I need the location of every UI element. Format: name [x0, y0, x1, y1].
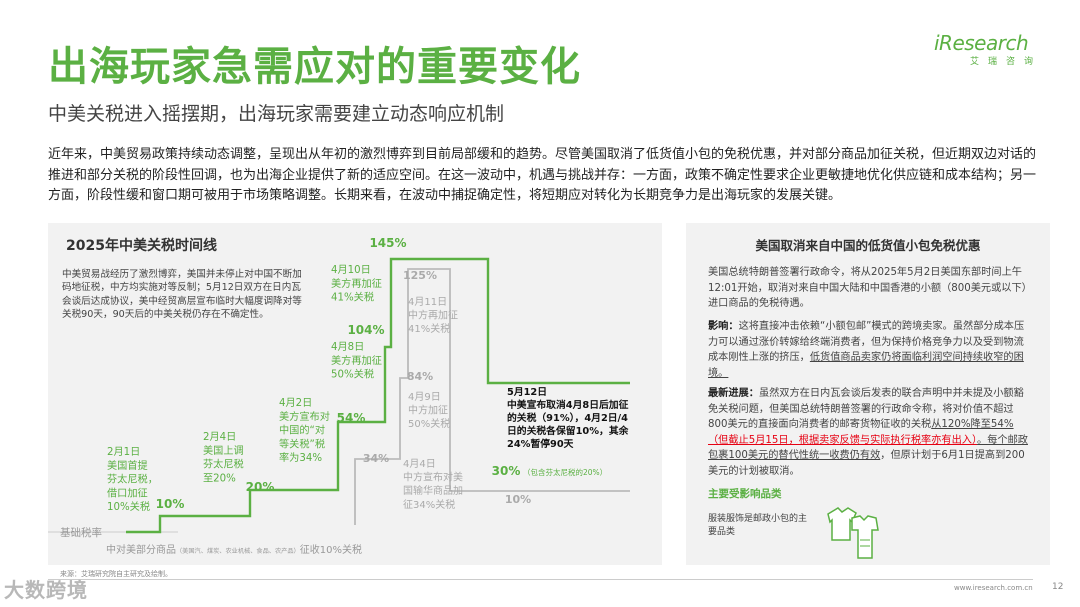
timeline-title: 2025年中美关税时间线 [66, 238, 217, 254]
impact-underline: 低货值商品卖家仍将面临利润空间持续收窄的困境。 [708, 352, 1024, 379]
baseline-label: 基础税率 [60, 526, 102, 539]
china-value-label: 10% [505, 493, 531, 506]
us-event-note: 4月2日美方宣布对中国的“对等关税”税率为34% [279, 397, 330, 464]
footer-url[interactable]: www.iresearch.com.cn [954, 584, 1033, 592]
timeline-panel: 2025年中美关税时间线 中美贸易战经历了激烈博弈，美国并未停止对中国不断加码地… [48, 223, 662, 565]
de-minimis-title: 美国取消来自中国的低货值小包免税优惠 [755, 238, 981, 253]
page-number: 12 [1052, 582, 1064, 592]
timeline-description: 中美贸易战经历了激烈博弈，美国并未停止对中国不断加码地征税，中方均实施对等反制；… [62, 269, 302, 320]
us-event-note: （包含芬太尼税的20%） [523, 467, 607, 477]
us-value-label: 20% [246, 480, 275, 494]
logo-brand: iResearch [934, 31, 1029, 55]
iresearch-logo: iResearch 艾瑞咨询 [934, 31, 1054, 67]
impact-label: 影响： [708, 321, 739, 332]
progress-label: 最新进展： [708, 388, 759, 399]
footer-divider [48, 579, 1033, 580]
category-label: 主要受影响品类 [708, 488, 782, 500]
china-value-label: 84% [407, 370, 433, 383]
china-event-note: 4月11日中方再加征 41%关税 [408, 296, 458, 335]
us-tariff-step-line [126, 257, 630, 534]
de-minimis-order-text: 美国总统特朗普签署行政命令，将从2025年5月2日美国东部时间上午12:01开始… [708, 267, 1027, 309]
category-description: 服装服饰是邮政小包的主要品类 [708, 514, 808, 537]
page-subtitle: 中美关税进入摇摆期，出海玩家需要建立动态响应机制 [48, 103, 505, 125]
impact-text: 影响：这将直接冲击依赖“小额包邮”模式的跨境卖家。虽然部分成本压力可以通过涨价转… [708, 319, 1030, 381]
us-event-note: 2月4日美国上调芬太尼税至20% [203, 431, 244, 484]
us-event-note: 2月1日美国首提芬太尼税，借口加征 10%关税 [107, 446, 158, 513]
progress-text: 最新进展：虽然双方在日内瓦会谈后发表的联合声明中并未提及小额豁免关税问题，但美国… [708, 386, 1030, 479]
progress-red-note: （但截止5月15日，根据卖家反馈与实际执行税率亦有出入） [708, 434, 978, 446]
source-note: 来源：艾瑞研究院自主研究及绘制。 [60, 570, 172, 578]
progress-body: 虽然双方在日内瓦会谈后发表的联合声明中并未提及小额豁免关税问题，但美国总统特朗普… [708, 388, 1024, 430]
watermark: 大数跨境 [4, 578, 88, 602]
de-minimis-panel: 美国取消来自中国的低货值小包免税优惠 美国总统特朗普签署行政命令，将从2025年… [686, 223, 1050, 565]
us-event-note: 4月8日美方再加征 50%关税 [331, 341, 382, 381]
china-event-note: 4月4日中方宣布对美国输华商品加征34%关税 [403, 458, 463, 511]
us-value-label: 54% [337, 411, 366, 425]
china-value-label: 34% [363, 452, 389, 465]
impact-body: 这将直接冲击依赖“小额包邮”模式的跨境卖家。虽然部分成本压力可以通过涨价转嫁给终… [708, 321, 1025, 363]
china-tariff-step-line [354, 268, 630, 525]
china-value-label: 125% [403, 269, 437, 282]
us-value-label: 30% [492, 464, 521, 478]
progress-underline-1: 从120%降至54% [931, 419, 1014, 430]
intro-paragraph: 近年来，中美贸易政策持续动态调整，呈现出从年初的激烈博弈到目前局部缓和的趋势。尽… [48, 147, 1037, 203]
may12-event-note: 5月12日中美宣布取消4月8日后加征的关税（91%），4月2日/4 日的关税各保留… [507, 386, 629, 450]
baseline-note: 中对美部分商品（美国汽、煤炭、农业机械、食品、农产品）征收10%关税 [106, 543, 362, 556]
clothing-icon [827, 507, 879, 559]
us-value-label: 104% [347, 323, 384, 337]
progress-end: ，但原计划于6月1日提高到200美元的计划被取消。 [708, 450, 1025, 477]
page-title: 出海玩家急需应对的重要变化 [48, 44, 581, 90]
us-value-label: 145% [369, 236, 406, 250]
us-value-label: 10% [156, 497, 185, 511]
progress-underline-2: 。每个邮政包裹100美元的替代性统一收费仍有效 [708, 434, 1028, 462]
us-event-note: 4月10日美方再加征 41%关税 [331, 264, 382, 304]
china-event-note: 4月9日中方加征 50%关税 [408, 391, 450, 430]
logo-sub: 艾瑞咨询 [970, 57, 1043, 67]
